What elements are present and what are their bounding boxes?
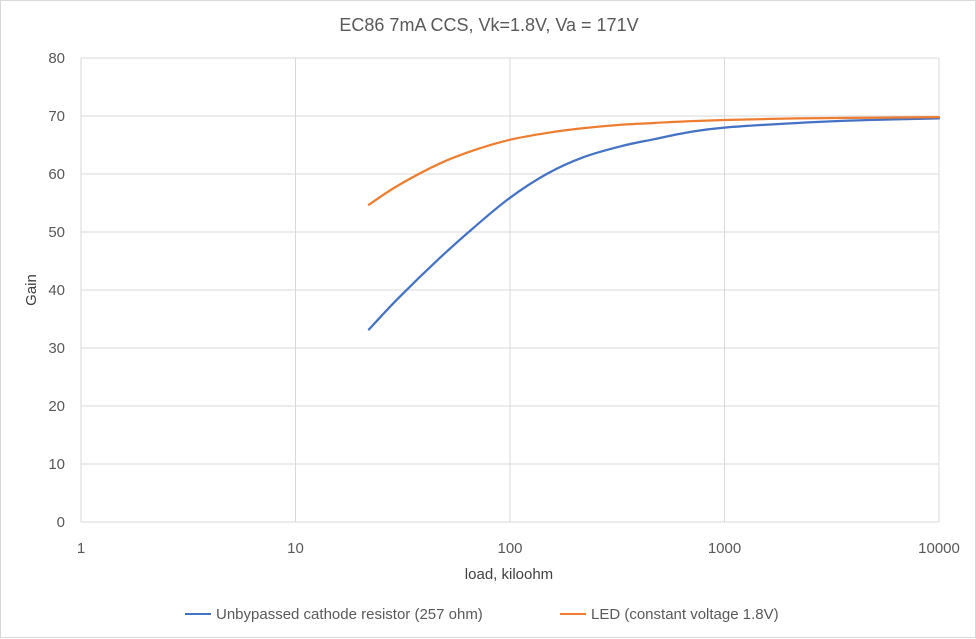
series-lines — [367, 116, 941, 331]
tick-labels: 0 10 20 30 40 50 60 70 80 1 10 100 1000 10000 — [48, 50, 960, 557]
legend: Unbypassed cathode resistor (257 ohm) LE… — [185, 606, 779, 623]
series-line-0 — [367, 117, 941, 331]
y-axis-label: Gain — [23, 274, 40, 306]
y-tick-label: 30 — [48, 340, 65, 357]
x-tick-label: 10000 — [918, 540, 960, 557]
grid — [80, 57, 940, 523]
y-tick-label: 0 — [57, 514, 65, 531]
y-tick-label: 80 — [48, 50, 65, 67]
legend-label-led: LED (constant voltage 1.8V) — [591, 606, 779, 623]
legend-label-unbypassed: Unbypassed cathode resistor (257 ohm) — [216, 606, 483, 623]
chart-title: EC86 7mA CCS, Vk=1.8V, Va = 171V — [339, 15, 638, 35]
x-axis-label: load, kiloohm — [465, 566, 553, 583]
x-tick-label: 100 — [497, 540, 522, 557]
x-tick-label: 10 — [287, 540, 304, 557]
x-tick-label: 1000 — [708, 540, 741, 557]
x-tick-label: 1 — [77, 540, 85, 557]
y-tick-label: 20 — [48, 398, 65, 415]
y-tick-label: 40 — [48, 282, 65, 299]
y-tick-label: 50 — [48, 224, 65, 241]
series-line-1 — [367, 116, 941, 206]
y-tick-label: 60 — [48, 166, 65, 183]
y-tick-label: 70 — [48, 108, 65, 125]
y-tick-label: 10 — [48, 456, 65, 473]
